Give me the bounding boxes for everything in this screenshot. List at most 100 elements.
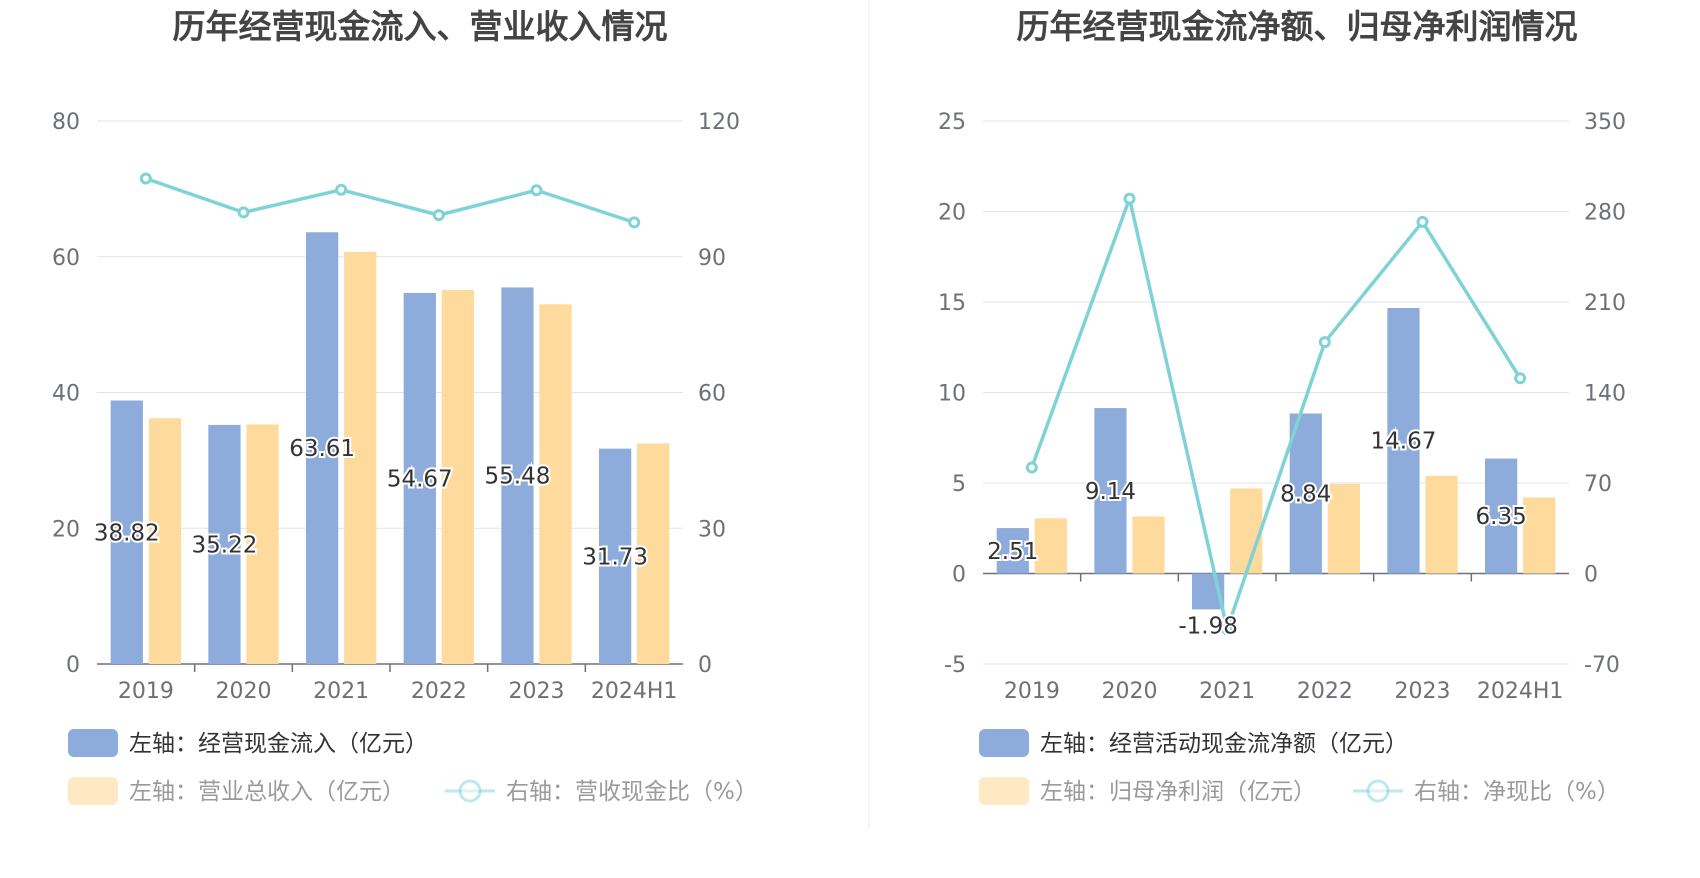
legend-label: 左轴：归母净利润（亿元） xyxy=(1040,779,1316,805)
right-axis-tick-label: 70 xyxy=(1584,472,1612,497)
legend-label: 左轴：经营现金流入（亿元） xyxy=(129,731,428,757)
x-axis-category-label: 2021 xyxy=(313,679,369,704)
bar-secondary xyxy=(441,290,474,664)
bar-data-label: 55.48 xyxy=(485,464,551,490)
left-axis-tick-label: 10 xyxy=(938,382,966,407)
x-axis-category-label: 2020 xyxy=(1102,679,1158,704)
bar-data-label: 2.51 xyxy=(987,539,1038,565)
right-axis-tick-label: 90 xyxy=(698,246,726,271)
ratio-line-point xyxy=(628,216,641,229)
bar-primary xyxy=(1289,413,1322,574)
x-axis-category-label: 2022 xyxy=(411,679,467,704)
ratio-line-point xyxy=(237,206,250,219)
right-axis-tick-label: 350 xyxy=(1584,110,1626,135)
right-axis-tick-label: 60 xyxy=(698,382,726,407)
bar-primary xyxy=(996,528,1029,574)
left-axis-tick-label: 15 xyxy=(938,291,966,316)
bar-secondary xyxy=(1132,516,1165,574)
left-axis-tick-label: 0 xyxy=(66,653,80,678)
bar-primary xyxy=(403,292,436,664)
bar-secondary xyxy=(637,443,670,664)
right-axis-tick-label: 210 xyxy=(1584,291,1626,316)
x-axis-category-label: 2021 xyxy=(1199,679,1255,704)
bar-data-label: 35.22 xyxy=(192,532,258,558)
bar-primary xyxy=(1387,307,1420,574)
x-axis-category-label: 2020 xyxy=(216,679,272,704)
bar-data-label: 8.84 xyxy=(1280,481,1331,507)
left-axis-tick-label: 0 xyxy=(952,563,966,588)
ratio-line-point xyxy=(1025,461,1038,474)
bar-secondary xyxy=(344,251,377,664)
right-axis-tick-label: 120 xyxy=(698,110,740,135)
left-axis-tick-label: 20 xyxy=(52,517,80,542)
bar-data-label: 6.35 xyxy=(1476,504,1527,530)
legend-swatch-primary-bar xyxy=(68,729,118,757)
legend-swatch-primary-bar xyxy=(979,729,1029,757)
left-axis-tick-label: -5 xyxy=(944,653,966,678)
bar-primary xyxy=(1094,408,1127,574)
bar-secondary xyxy=(1327,483,1360,574)
bar-primary xyxy=(599,448,632,664)
ratio-line-point xyxy=(335,183,348,196)
ratio-line xyxy=(145,176,635,225)
chart-title: 历年经营现金流入、营业收入情况 xyxy=(173,7,668,46)
legend-label: 右轴：营收现金比（%） xyxy=(506,779,758,805)
bar-secondary xyxy=(1230,488,1263,574)
bar-data-label: 54.67 xyxy=(387,466,453,492)
ratio-line-point xyxy=(530,184,543,197)
bar-primary xyxy=(306,232,339,664)
right-axis-tick-label: 0 xyxy=(698,653,712,678)
bar-primary xyxy=(1485,458,1518,574)
bar-data-label: 31.73 xyxy=(582,544,648,570)
legend-swatch-secondary-bar xyxy=(68,777,118,805)
right-axis-tick-label: 280 xyxy=(1584,201,1626,226)
bar-secondary xyxy=(246,424,279,664)
legend-label: 左轴：营业总收入（亿元） xyxy=(129,779,405,805)
x-axis-category-label: 2019 xyxy=(118,679,174,704)
x-axis-category-label: 2019 xyxy=(1004,679,1060,704)
bar-data-label: 9.14 xyxy=(1085,479,1136,505)
bar-data-label: -1.98 xyxy=(1178,613,1238,639)
ratio-line-point xyxy=(432,209,445,222)
right-axis-tick-label: 0 xyxy=(1584,563,1598,588)
ratio-line-point xyxy=(139,172,152,185)
bar-secondary xyxy=(539,304,572,664)
legend-label: 左轴：经营活动现金流净额（亿元） xyxy=(1040,731,1408,757)
x-axis-category-label: 2024H1 xyxy=(1477,679,1564,704)
bar-data-label: 14.67 xyxy=(1371,429,1437,455)
legend-swatch-line-marker xyxy=(458,779,482,803)
bar-secondary xyxy=(1425,475,1458,574)
right-axis-tick-label: 140 xyxy=(1584,382,1626,407)
x-axis-category-label: 2022 xyxy=(1297,679,1353,704)
ratio-line-point xyxy=(1514,372,1527,385)
legend-swatch-secondary-bar xyxy=(979,777,1029,805)
bar-secondary xyxy=(1523,497,1556,574)
chart-title: 历年经营现金流净额、归母净利润情况 xyxy=(1017,7,1578,46)
bar-secondary xyxy=(148,418,181,664)
bar-primary xyxy=(110,400,143,664)
x-axis-category-label: 2023 xyxy=(509,679,565,704)
ratio-line-point xyxy=(1416,215,1429,228)
left-axis-tick-label: 60 xyxy=(52,246,80,271)
left-axis-tick-label: 20 xyxy=(938,201,966,226)
right-axis-tick-label: -70 xyxy=(1584,653,1620,678)
bar-primary xyxy=(501,287,534,664)
left-axis-tick-label: 80 xyxy=(52,110,80,135)
bar-data-label: 63.61 xyxy=(289,436,355,462)
left-axis-tick-label: 25 xyxy=(938,110,966,135)
ratio-line xyxy=(1030,196,1522,631)
x-axis-category-label: 2023 xyxy=(1395,679,1451,704)
bar-data-label: 38.82 xyxy=(94,520,160,546)
legend-label: 右轴：净现比（%） xyxy=(1414,779,1620,805)
bar-primary xyxy=(208,424,241,664)
left-axis-tick-label: 40 xyxy=(52,382,80,407)
ratio-line-point xyxy=(1221,623,1234,636)
legend-swatch-line-marker xyxy=(1366,779,1390,803)
ratio-line-point xyxy=(1123,192,1136,205)
ratio-line-point xyxy=(1318,336,1331,349)
left-axis-tick-label: 5 xyxy=(952,472,966,497)
x-axis-category-label: 2024H1 xyxy=(591,679,678,704)
right-axis-tick-label: 30 xyxy=(698,517,726,542)
